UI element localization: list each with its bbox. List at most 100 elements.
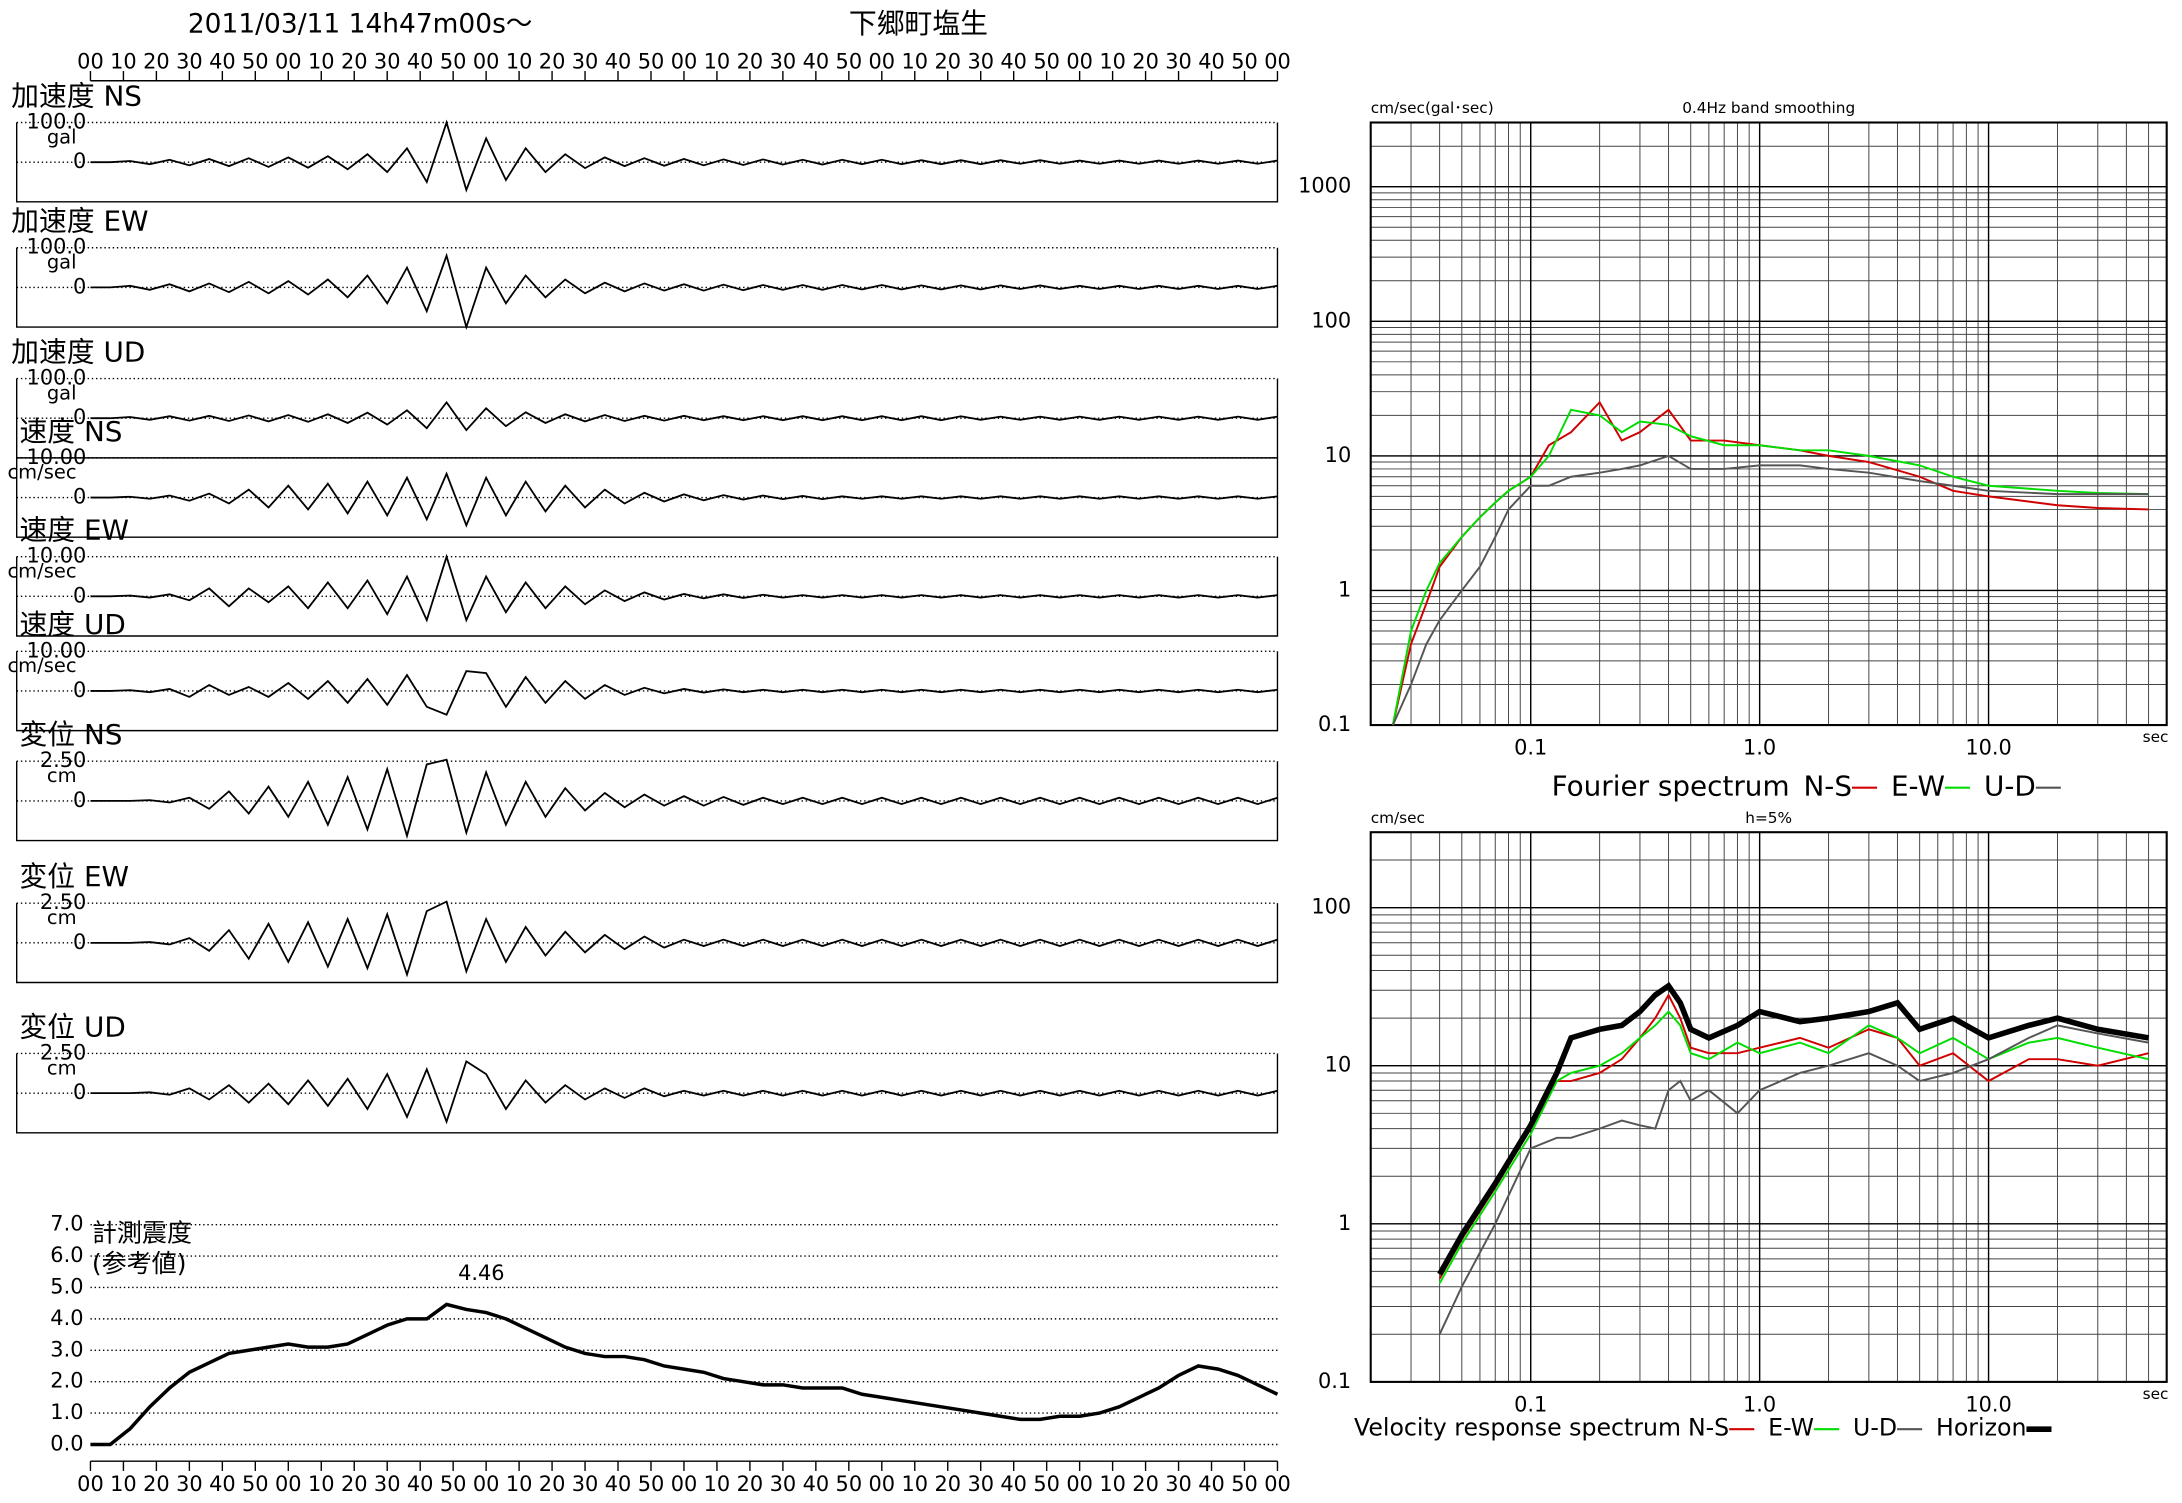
y-tick-label: 0.0: [50, 1432, 83, 1456]
legend-label: U-D: [1984, 770, 2036, 803]
y-tick-label: 100.0: [27, 366, 87, 390]
x-tick-label: 10: [506, 50, 533, 74]
y-axis-label: cm/sec(gal･sec): [1371, 99, 1494, 117]
x-tick-label: 0.1: [1514, 736, 1547, 760]
x-tick-label: 30: [1165, 50, 1192, 74]
x-tick-label: 50: [440, 1472, 467, 1496]
x-tick-label: 10: [110, 50, 137, 74]
x-tick-label: 00: [275, 1472, 302, 1496]
spectrum-line: [1438, 1010, 2149, 1284]
waveform: [90, 758, 1278, 840]
x-tick-label: 00: [869, 50, 896, 74]
panel-title: 加速度 EW: [11, 205, 148, 238]
y-tick-label: 1.0: [50, 1400, 83, 1424]
x-tick-label: 0.1: [1514, 1393, 1547, 1417]
unit-label: cm/sec: [7, 461, 76, 484]
x-tick-label: 40: [407, 50, 434, 74]
x-tick-label: 40: [803, 50, 830, 74]
panel-title: 加速度 NS: [11, 79, 142, 112]
x-tick-label: 20: [934, 1472, 961, 1496]
x-tick-label: 10: [704, 50, 731, 74]
x-tick-label: 00: [1264, 50, 1291, 74]
x-tick-label: 30: [572, 50, 599, 74]
x-tick-label: 40: [1198, 1472, 1225, 1496]
x-tick-label: 20: [934, 50, 961, 74]
plot-frame: [1369, 831, 2168, 1383]
legend-title: Fourier spectrum: [1552, 770, 1790, 803]
x-tick-label: 20: [143, 50, 170, 74]
waveform: [90, 119, 1278, 193]
x-tick-label: 00: [275, 50, 302, 74]
spectrum-line: [1438, 1024, 2149, 1335]
y-tick-label: 7.0: [50, 1212, 83, 1236]
x-tick-label: 50: [1231, 1472, 1258, 1496]
x-tick-label: 50: [242, 1472, 269, 1496]
x-tick-label: 40: [1000, 1472, 1027, 1496]
y-axis-label: cm/sec: [1371, 809, 1425, 827]
x-tick-label: 30: [176, 1472, 203, 1496]
y-tick-label: 6.0: [50, 1243, 83, 1267]
spectrum-line: [1391, 408, 2149, 726]
x-tick-label: 50: [638, 1472, 665, 1496]
x-tick-label: 50: [1033, 50, 1060, 74]
x-tick-label: 30: [374, 50, 401, 74]
x-tick-label: 50: [836, 50, 863, 74]
x-tick-label: 30: [770, 50, 797, 74]
y-tick-label: 0: [73, 788, 86, 812]
x-tick-label: 10: [1099, 50, 1126, 74]
subtitle: 0.4Hz band smoothing: [1682, 99, 1855, 117]
x-tick-label: 40: [803, 1472, 830, 1496]
y-tick-label: 2.50: [40, 1040, 86, 1064]
y-tick-label: 10.00: [27, 544, 87, 568]
x-tick-label: 10: [308, 50, 335, 74]
y-tick-label: 0: [73, 149, 86, 173]
panel-title: 速度 NS: [19, 415, 122, 448]
x-tick-label: 20: [1132, 1472, 1159, 1496]
spectrum-line: [1392, 454, 2149, 726]
y-tick-label: 5.0: [50, 1274, 83, 1298]
y-tick-label: 1: [1338, 1211, 1351, 1235]
unit-label: cm: [47, 906, 77, 929]
x-tick-label: 30: [572, 1472, 599, 1496]
x-tick-label: 10.0: [1965, 736, 2011, 760]
x-tick-label: 20: [737, 50, 764, 74]
unit-label: gal: [47, 125, 77, 148]
x-tick-label: 40: [605, 1472, 632, 1496]
x-tick-label: 50: [1231, 50, 1258, 74]
x-tick-label: 20: [1132, 50, 1159, 74]
legend-label: N-S: [1688, 1414, 1729, 1442]
x-tick-label: 20: [539, 1472, 566, 1496]
x-tick-label: 00: [77, 50, 104, 74]
y-tick-label: 2.50: [40, 748, 86, 772]
x-tick-label: 00: [671, 1472, 698, 1496]
x-tick-label: 20: [341, 50, 368, 74]
waveform: [90, 900, 1278, 978]
unit-label: cm: [47, 764, 77, 787]
x-tick-label: 50: [836, 1472, 863, 1496]
x-tick-label: 40: [1000, 50, 1027, 74]
value-label: 4.46: [458, 1261, 504, 1285]
legend-label: E-W: [1891, 770, 1945, 803]
x-tick-label: 50: [1033, 1472, 1060, 1496]
spectrum-line: [1438, 992, 2149, 1280]
y-tick-label: 10: [1325, 443, 1352, 467]
y-tick-label: 2.0: [50, 1369, 83, 1393]
x-tick-label: 10: [1099, 1472, 1126, 1496]
y-tick-label: 2.50: [40, 890, 86, 914]
waveform: [90, 252, 1278, 331]
y-tick-label: 0: [73, 930, 86, 954]
x-tick-label: 10: [506, 1472, 533, 1496]
x-tick-label: 00: [869, 1472, 896, 1496]
y-tick-label: 0: [73, 1080, 86, 1104]
x-tick-label: 40: [605, 50, 632, 74]
y-tick-label: 100: [1311, 308, 1351, 332]
x-tick-label: 10: [704, 1472, 731, 1496]
x-tick-label: 1.0: [1743, 736, 1776, 760]
y-tick-label: 10.00: [27, 638, 87, 662]
x-tick-label: 50: [440, 50, 467, 74]
y-tick-label: 0.1: [1318, 1369, 1351, 1393]
panel-title: 加速度 UD: [11, 336, 145, 369]
waveform: [90, 670, 1278, 716]
legend-title: Velocity response spectrum: [1354, 1414, 1681, 1442]
